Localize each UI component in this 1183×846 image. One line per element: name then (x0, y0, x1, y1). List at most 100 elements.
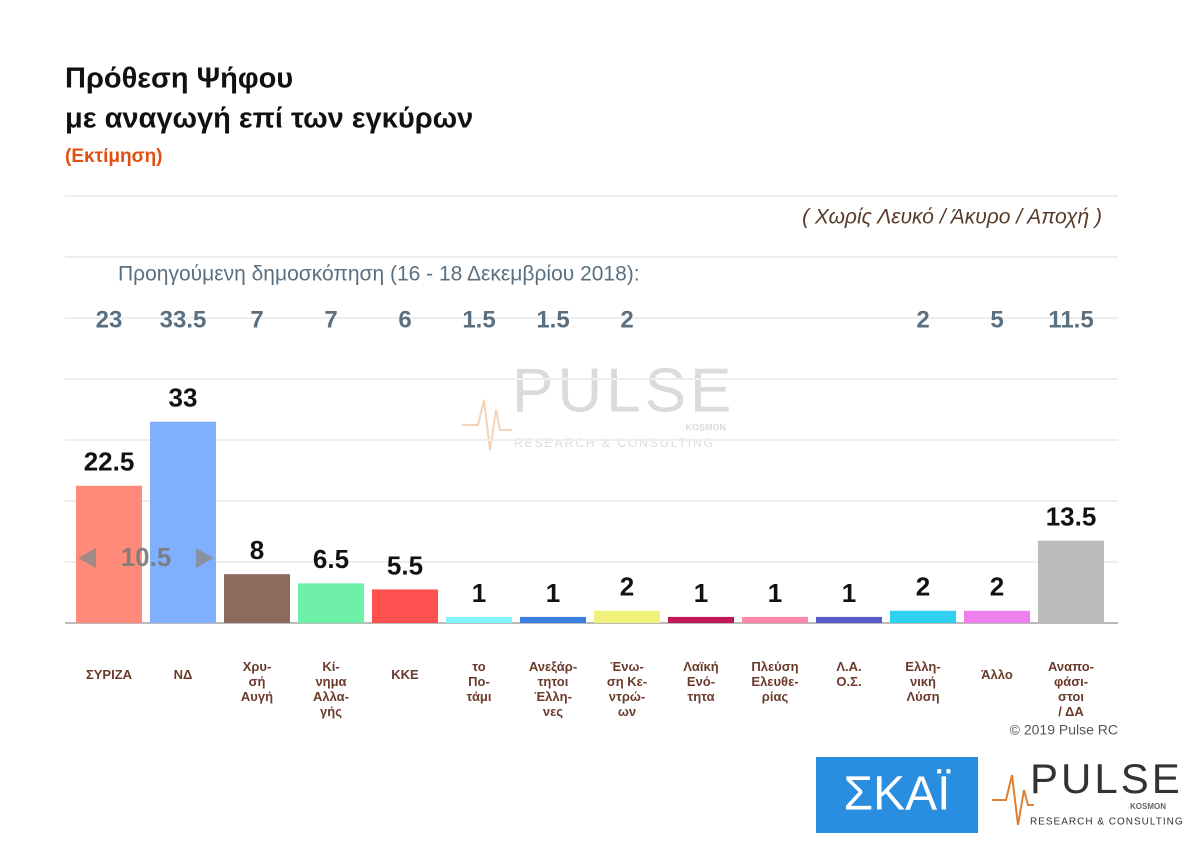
note: ( Χωρίς Λευκό / Άκυρο / Αποχή ) (802, 206, 1102, 229)
x-tick-label: ΝΔ (174, 667, 193, 682)
x-tick-label-line: ΝΔ (174, 667, 193, 682)
x-tick-label: Λαϊκή Ενό-τητα (683, 659, 719, 704)
pulse-logo-text: KOSMON (1130, 802, 1166, 811)
x-tick-label-line: / ΔΑ (1058, 704, 1084, 719)
x-tick-label-line: γής (320, 704, 342, 719)
value-label: 1 (842, 578, 856, 608)
previous-value: 7 (250, 306, 263, 333)
pulse-logo-text: RESEARCH & CONSULTING (1030, 817, 1183, 828)
watermark-text: PULSE (512, 356, 735, 425)
bar (742, 616, 808, 623)
x-tick-label: Ένω-ση Κε-ντρώ-ων (607, 659, 647, 719)
watermark-pulse-line (462, 399, 512, 451)
bar (964, 610, 1030, 623)
bar (520, 616, 586, 623)
x-tick-label-line: Λύση (906, 689, 939, 704)
x-tick-label-line: Αυγή (241, 689, 273, 704)
x-tick-label-line: νημα (315, 674, 346, 689)
previous-value: 7 (324, 306, 337, 333)
previous-title: Προηγούμενη δημοσκόπηση (16 - 18 Δεκεμβρ… (118, 263, 640, 286)
x-tick-label-line: τάμι (467, 689, 492, 704)
skai-logo (816, 757, 978, 833)
previous-value: 1.5 (462, 306, 495, 333)
previous-value: 6 (398, 306, 411, 333)
previous-value: 11.5 (1048, 306, 1093, 333)
value-label: 33 (169, 383, 198, 413)
x-tick-label: Χρυ-σή Αυγή (241, 659, 273, 704)
x-tick-label-line: ων (618, 704, 636, 719)
watermark-text: KOSMON (686, 422, 727, 432)
pulse-logo-text: PULSE (1030, 755, 1183, 802)
value-label: 1 (768, 578, 782, 608)
previous-value: 23 (96, 306, 123, 333)
value-label: 1 (546, 578, 560, 608)
x-tick-label-line: Πο- (468, 674, 490, 689)
x-tick-label: Αναπο-φάσι-στοι / ΔΑ (1048, 659, 1094, 719)
chart-title: με αναγωγή επί των εγκύρων (65, 103, 473, 135)
x-tick-label: Άλλο (981, 667, 1013, 682)
bar (668, 616, 734, 623)
x-tick-label-line: Ο.Σ. (836, 674, 861, 689)
x-tick-label: Λ.Α. Ο.Σ. (836, 659, 861, 689)
value-label: 2 (990, 572, 1004, 602)
x-tick-label-line: ση Κε- (607, 674, 647, 689)
x-tick-label-line: Ελευθε- (751, 674, 798, 689)
value-label: 1 (472, 578, 486, 608)
x-tick-label-line: Ελλη- (905, 659, 940, 674)
bar (298, 583, 364, 623)
x-tick-label-line: ΚΚΕ (391, 667, 419, 682)
x-tick-label-line: Ενό- (687, 674, 715, 689)
bar (890, 610, 956, 623)
x-tick-label: Κί-νημα Αλλα-γής (313, 659, 349, 719)
copyright: © 2019 Pulse RC (1010, 722, 1118, 738)
value-label: 2 (620, 572, 634, 602)
bar (372, 589, 438, 623)
x-tick-label-line: τητοι (538, 674, 569, 689)
bar (1038, 540, 1104, 623)
value-label: 5.5 (387, 550, 423, 580)
value-label: 1 (694, 578, 708, 608)
lead-arrow (78, 548, 96, 568)
previous-value: 5 (990, 306, 1003, 333)
x-tick-label: ΣΥΡΙΖΑ (86, 667, 133, 682)
x-tick-label-line: το (472, 659, 485, 674)
x-tick-label-line: νες (543, 704, 563, 719)
value-label: 13.5 (1046, 502, 1097, 532)
x-tick-label: Ελλη-νική Λύση (905, 659, 940, 704)
watermark: PULSE KOSMON RESEARCH & CONSULTING (462, 356, 735, 451)
bar (594, 610, 660, 623)
x-tick-label-line: Λ.Α. (836, 659, 861, 674)
bar (816, 616, 882, 623)
x-tick-label-line: Άλλο (981, 667, 1013, 682)
skai-logo-text: ΣΚΑΪ (843, 768, 951, 821)
x-tick-label-line: φάσι- (1054, 674, 1088, 689)
value-label: 6.5 (313, 544, 349, 574)
x-tick-label-line: σή (249, 674, 266, 689)
previous-value: 2 (916, 306, 929, 333)
watermark-text: RESEARCH & CONSULTING (514, 436, 715, 450)
x-tick-label-line: Χρυ- (243, 659, 272, 674)
x-tick-label-line: ΣΥΡΙΖΑ (86, 667, 133, 682)
x-tick-label: Ανεξάρ-τητοι Έλλη-νες (529, 659, 577, 719)
lead-arrow (196, 548, 214, 568)
x-tick-label: Πλεύση Ελευθε-ρίας (751, 659, 798, 704)
previous-value: 1.5 (536, 306, 569, 333)
x-tick-label: το Πο-τάμι (467, 659, 492, 704)
x-tick-label-line: ρίας (762, 689, 789, 704)
bar (150, 421, 216, 623)
x-tick-label-line: Λαϊκή (683, 659, 719, 674)
x-tick-label-line: Έλλη- (534, 689, 572, 704)
x-tick-label-line: Αναπο- (1048, 659, 1094, 674)
bar (446, 616, 512, 623)
bar (224, 574, 290, 623)
x-tick-label-line: ντρώ- (609, 689, 645, 704)
previous-value: 2 (620, 306, 633, 333)
chart-title: Πρόθεση Ψήφου (65, 63, 293, 95)
value-label: 8 (250, 535, 264, 565)
x-tick-label-line: Ένω- (610, 659, 644, 674)
x-tick-label-line: Αλλα- (313, 689, 349, 704)
lead-annotation: 10.5 (121, 542, 172, 572)
x-tick-label-line: Πλεύση (751, 659, 798, 674)
